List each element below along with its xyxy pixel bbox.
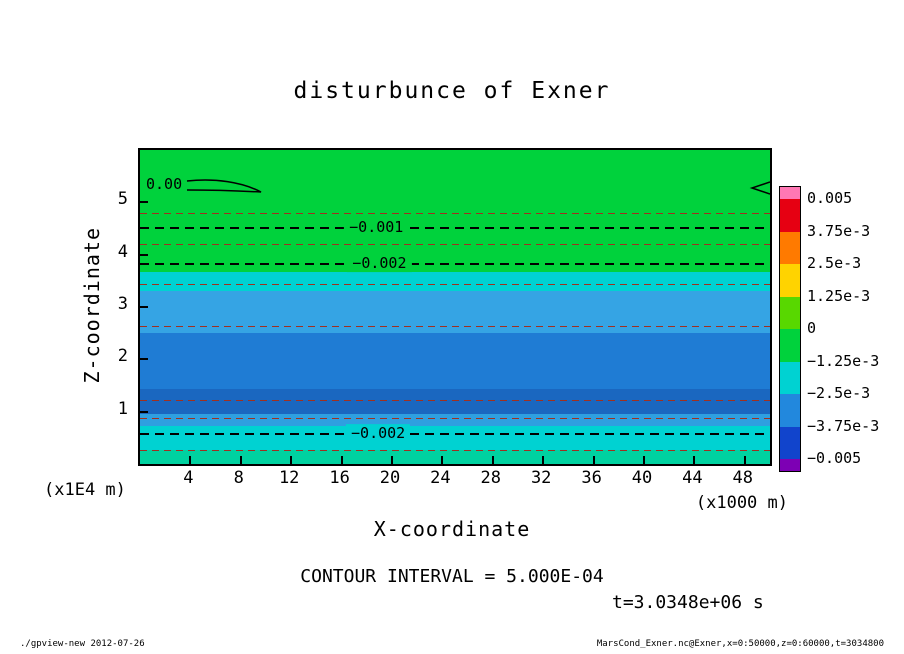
x-tick-mark <box>441 456 444 464</box>
contour-line <box>140 326 770 328</box>
contour-line <box>140 399 770 401</box>
x-axis-unit: (x1000 m) <box>695 493 788 513</box>
x-tick-mark <box>239 456 242 464</box>
x-tick-label: 28 <box>480 468 502 488</box>
x-tick-label: 4 <box>183 468 194 488</box>
footer-command: ./gpview-new 2012-07-26 <box>20 639 145 649</box>
x-tick-label: 12 <box>278 468 300 488</box>
x-tick-label: 44 <box>682 468 703 488</box>
contour-interval-text: CONTOUR INTERVAL = 5.000E-04 <box>300 566 604 587</box>
colorbar-label: 0.005 <box>807 189 853 207</box>
x-tick-label: 32 <box>530 468 552 488</box>
contour-line <box>140 226 770 229</box>
x-tick-label: 24 <box>430 468 451 488</box>
contour-fill <box>140 150 770 464</box>
y-tick-label: 5 <box>117 189 128 210</box>
x-tick-mark <box>592 456 595 464</box>
x-tick-label: 48 <box>732 468 754 488</box>
y-tick-mark <box>140 253 148 256</box>
fill-band <box>140 413 770 426</box>
x-tick-label: 16 <box>329 468 350 488</box>
y-tick-label: 2 <box>117 346 128 367</box>
y-tick-label: 1 <box>117 398 128 419</box>
x-tick-label: 40 <box>631 468 653 488</box>
fill-band <box>140 271 770 291</box>
x-tick-mark <box>542 456 545 464</box>
colorbar <box>779 186 801 472</box>
colorbar-segment <box>780 199 800 232</box>
x-tick-mark <box>643 456 645 464</box>
x-tick-mark <box>290 456 293 464</box>
colorbar-label: 3.75e-3 <box>807 221 871 240</box>
colorbar-label: −0.005 <box>807 449 862 467</box>
colorbar-segment <box>780 426 800 459</box>
fill-band <box>140 150 770 272</box>
contour-line <box>140 262 770 265</box>
contour-line <box>140 432 770 435</box>
x-tick-mark <box>693 456 696 464</box>
colorbar-segment <box>780 329 800 362</box>
y-tick-mark <box>140 306 148 308</box>
y-axis-unit: (x1E4 m) <box>44 480 126 500</box>
x-tick-mark <box>189 456 192 464</box>
x-tick-label: 20 <box>379 468 401 488</box>
colorbar-segment <box>780 394 800 427</box>
colorbar-label: 2.5e-3 <box>807 254 862 272</box>
x-axis-title: X-coordinate <box>373 517 531 541</box>
colorbar-segment <box>780 231 800 264</box>
fill-band <box>140 426 770 450</box>
y-tick-label: 4 <box>117 241 128 262</box>
y-tick-mark <box>140 201 148 204</box>
contour-line <box>140 213 770 215</box>
x-tick-label: 36 <box>581 468 602 488</box>
y-tick-mark <box>140 410 148 413</box>
colorbar-cap-bottom <box>780 459 800 471</box>
time-label: t=3.0348e+06 s <box>612 592 764 613</box>
colorbar-cap-top <box>780 187 800 199</box>
x-tick-mark <box>743 456 746 464</box>
contour-label: −0.002 <box>346 423 411 442</box>
y-tick-label: 3 <box>117 294 128 314</box>
contour-line <box>140 449 770 451</box>
colorbar-label: 1.25e-3 <box>807 286 871 305</box>
contour-line <box>140 284 770 286</box>
fill-band <box>140 333 770 389</box>
fill-band <box>140 449 770 464</box>
contour-label-zero: 0.00 <box>146 175 183 193</box>
fill-band <box>140 388 770 414</box>
x-tick-mark <box>340 456 343 464</box>
footer-source: MarsCond_Exner.nc@Exner,x=0:50000,z=0:60… <box>596 639 884 649</box>
y-tick-mark <box>140 358 148 361</box>
contour-line <box>140 243 770 245</box>
x-tick-mark <box>391 456 393 464</box>
colorbar-segment <box>780 361 800 394</box>
colorbar-label: −2.5e-3 <box>807 384 871 402</box>
colorbar-label: −1.25e-3 <box>807 351 880 370</box>
contour-line <box>140 418 770 420</box>
colorbar-segment <box>780 296 800 329</box>
contour-label: −0.002 <box>347 254 412 273</box>
plot-area: −0.001 −0.002 −0.002 0.00 <box>138 148 772 466</box>
colorbar-segment <box>780 264 800 297</box>
contour-label: −0.001 <box>344 217 409 236</box>
plot-title: disturbunce of Exner <box>293 78 611 104</box>
contour-lines: −0.001 −0.002 −0.002 <box>140 150 770 464</box>
colorbar-label: −3.75e-3 <box>807 416 880 435</box>
colorbar-label: 0 <box>807 319 817 337</box>
x-tick-label: 8 <box>233 468 244 488</box>
x-tick-mark <box>491 456 494 464</box>
fill-band <box>140 290 770 334</box>
